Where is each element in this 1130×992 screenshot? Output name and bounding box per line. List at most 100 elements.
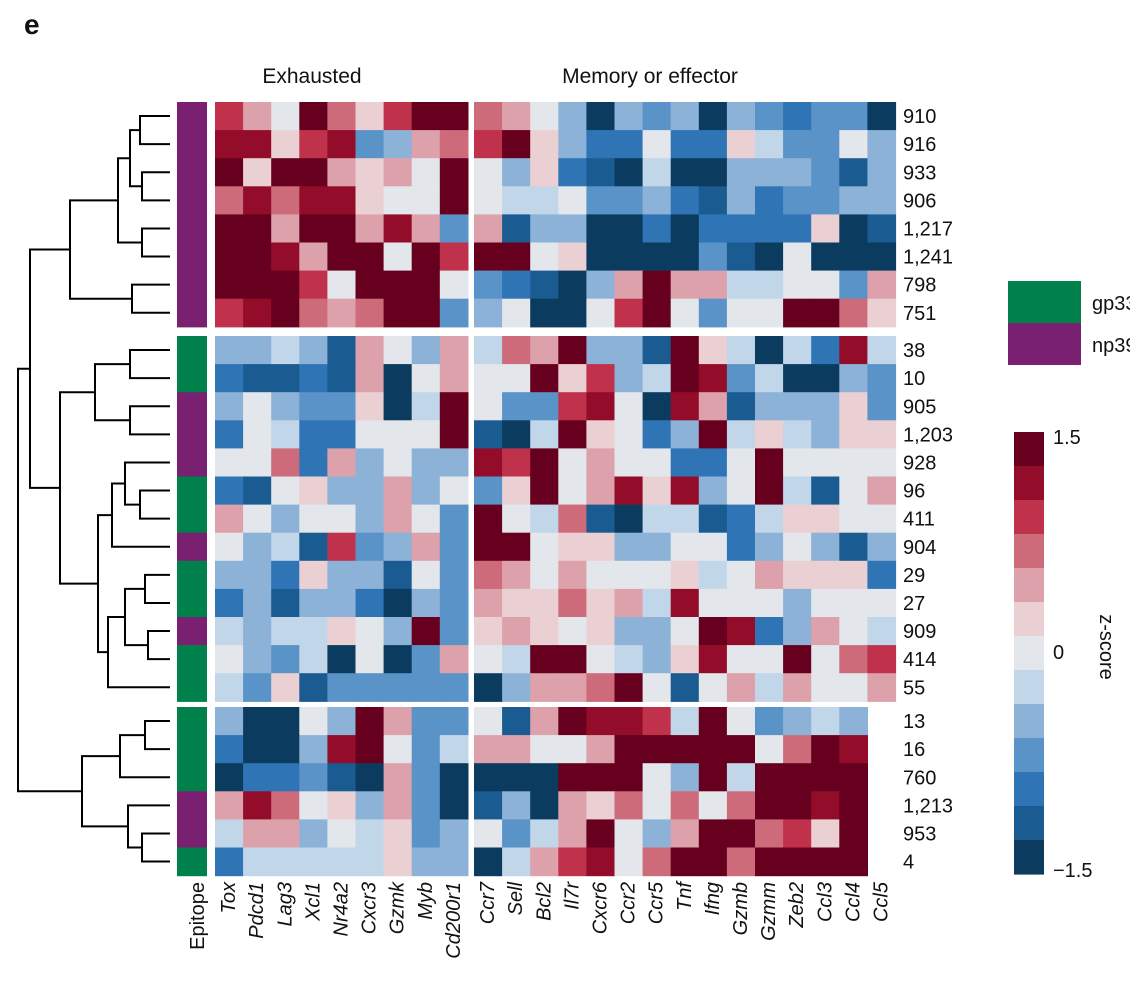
heatmap-cell [243, 504, 272, 534]
heatmap-cell [355, 364, 385, 393]
heatmap-cell [215, 448, 244, 478]
heatmap-cell [383, 214, 413, 244]
heatmap-cell [867, 102, 897, 131]
heatmap-cell [355, 532, 385, 562]
heatmap-cell [839, 476, 868, 506]
heatmap-cell [642, 364, 672, 393]
heatmap-cell [355, 298, 385, 328]
row-label: 96 [903, 481, 925, 503]
heatmap-cell [726, 763, 756, 792]
heatmap-cell [642, 130, 672, 159]
heatmap-cell [411, 102, 441, 131]
heatmap-cell [839, 364, 868, 393]
heatmap-cell [530, 214, 559, 244]
heatmap-cell [614, 735, 644, 764]
heatmap-cell [355, 588, 385, 618]
heatmap-cell [355, 214, 385, 244]
heatmap-cell [327, 298, 357, 328]
heatmap-cell [614, 130, 644, 159]
heatmap-cell [243, 645, 272, 674]
heatmap-cell [411, 392, 441, 421]
heatmap-cell [811, 791, 840, 820]
heatmap-cell [811, 186, 840, 215]
heatmap-cell [411, 336, 441, 365]
heatmap-cell [355, 420, 385, 449]
heatmap-cell [614, 364, 644, 393]
epitope-cell-27 [177, 588, 207, 618]
heatmap-cell [811, 560, 840, 590]
heatmap-cell [755, 617, 784, 646]
heatmap-cell [755, 102, 784, 131]
heatmap-cell [355, 819, 385, 849]
heatmap-cell [271, 420, 300, 449]
heatmap-cell [502, 214, 531, 244]
heatmap-cell [502, 448, 531, 478]
heatmap-cell [670, 420, 700, 449]
heatmap-cell [783, 270, 812, 300]
heatmap-cell [642, 560, 672, 590]
heatmap-cell [271, 270, 300, 300]
heatmap-cell [439, 448, 469, 478]
heatmap-cell [839, 532, 868, 562]
heatmap-cell [411, 735, 441, 764]
heatmap-cell [243, 130, 272, 159]
heatmap-cell [299, 791, 328, 820]
heatmap-cell [811, 588, 840, 618]
column-labels: Tox Pdcd1 Lag3 Xcl1 Nr4a2 Cxcr3 Gzmk Myb Cd200r1… [218, 880, 892, 959]
heatmap-cell [474, 298, 503, 328]
heatmap-cell [299, 560, 328, 590]
heatmap-cell [670, 588, 700, 618]
heatmap-cell [642, 270, 672, 300]
heatmap-cell [411, 763, 441, 792]
heatmap-cell [614, 158, 644, 187]
column-label: Ccr5 [646, 881, 668, 924]
heatmap-cell [614, 673, 644, 702]
heatmap-cell [411, 158, 441, 187]
heatmap-cell [243, 364, 272, 393]
heatmap-cell [839, 504, 868, 534]
heatmap-cell [474, 448, 503, 478]
heatmap-cell [215, 532, 244, 562]
row-label: 1,213 [903, 795, 953, 817]
heatmap-cell [614, 270, 644, 300]
heatmap-cell [439, 673, 469, 702]
heatmap-cell [783, 336, 812, 365]
heatmap-cell [411, 588, 441, 618]
heatmap-cell [502, 270, 531, 300]
heatmap-cell [355, 186, 385, 215]
heatmap-cell [586, 336, 616, 365]
heatmap-cell [726, 588, 756, 618]
heatmap-cell [755, 819, 784, 849]
heatmap-cell [243, 158, 272, 187]
heatmap-cell [586, 214, 616, 244]
heatmap-cell [586, 847, 616, 877]
heatmap-cell [299, 673, 328, 702]
row-label: 760 [903, 767, 936, 789]
heatmap-cell [271, 364, 300, 393]
colorbar-segment [1014, 636, 1044, 671]
heatmap-cell [811, 364, 840, 393]
heatmap-cell [411, 448, 441, 478]
heatmap-cells [215, 102, 897, 877]
heatmap-cell [642, 158, 672, 187]
heatmap-cell [355, 336, 385, 365]
heatmap-cell [642, 847, 672, 877]
heatmap-cell [215, 763, 244, 792]
heatmap-cell [726, 476, 756, 506]
heatmap-cell [558, 392, 587, 421]
heatmap-cell [670, 214, 700, 244]
epitope-cell-411 [177, 504, 207, 534]
column-label: Ccl5 [870, 881, 892, 922]
heatmap-cell [327, 242, 357, 272]
heatmap-cell [271, 186, 300, 215]
heatmap-cell [586, 420, 616, 449]
heatmap-cell [726, 298, 756, 328]
heatmap-cell [783, 532, 812, 562]
heatmap-cell [558, 448, 587, 478]
heatmap-cell [383, 532, 413, 562]
heatmap-cell [474, 504, 503, 534]
heatmap-cell [355, 504, 385, 534]
heatmap-cell [783, 186, 812, 215]
colorbar-tick-zero: 0 [1053, 642, 1064, 664]
heatmap-cell [411, 617, 441, 646]
